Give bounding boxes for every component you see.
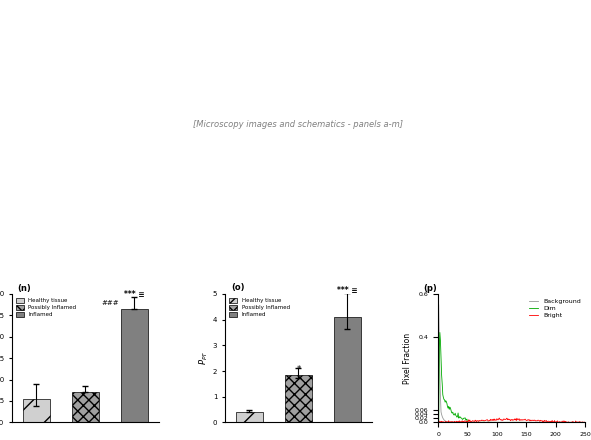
Y-axis label: $P_{PT}$: $P_{PT}$ <box>197 351 210 366</box>
Bright <box>576 419 583 424</box>
Bright <box>496 415 503 421</box>
Background <box>496 420 503 425</box>
Dim <box>434 420 441 425</box>
Y-axis label: Pixel Fraction: Pixel Fraction <box>403 333 412 384</box>
Bar <box>72 392 99 422</box>
Line: Bright: Bright <box>438 418 584 422</box>
Legend: Background, Dim, Bright: Background, Dim, Bright <box>527 297 582 319</box>
Text: *** ≡: *** ≡ <box>337 286 358 295</box>
Background <box>494 420 501 425</box>
Background <box>581 420 588 425</box>
Bright <box>521 417 528 422</box>
Text: *: * <box>296 365 301 374</box>
Bar <box>23 399 50 422</box>
Text: ###: ### <box>101 300 119 306</box>
Bright <box>434 420 441 425</box>
Bar <box>334 317 361 422</box>
Background <box>576 420 583 425</box>
Text: (n): (n) <box>18 283 31 293</box>
Bright <box>494 417 501 422</box>
Bar <box>285 375 312 422</box>
Text: *** ≡: *** ≡ <box>124 290 145 299</box>
Bright <box>537 418 544 423</box>
Text: [Microscopy images and schematics - panels a-m]: [Microscopy images and schematics - pane… <box>193 120 404 129</box>
Background <box>459 420 466 425</box>
Background <box>435 302 442 307</box>
Dim <box>520 420 527 425</box>
Bright <box>496 417 504 422</box>
Line: Background: Background <box>438 304 584 422</box>
Bright <box>581 419 588 425</box>
Bar <box>121 309 148 422</box>
Dim <box>496 420 503 425</box>
Bright <box>459 420 466 425</box>
Bright <box>435 420 442 425</box>
Line: Dim: Dim <box>438 333 584 422</box>
Dim <box>536 420 543 425</box>
Background <box>536 420 543 425</box>
Legend: Healthy tissue, Possibly Inflamed, Inflamed: Healthy tissue, Possibly Inflamed, Infla… <box>228 297 291 319</box>
Text: (p): (p) <box>423 284 437 293</box>
Text: (o): (o) <box>231 283 244 292</box>
Background <box>434 420 441 425</box>
Dim <box>581 420 588 425</box>
Bar <box>236 411 263 422</box>
Dim <box>436 330 443 335</box>
Dim <box>576 420 583 425</box>
Background <box>520 420 527 425</box>
Legend: Healthy tissue, Possibly Inflamed, Inflamed: Healthy tissue, Possibly Inflamed, Infla… <box>15 297 78 319</box>
Dim <box>494 420 501 425</box>
Dim <box>459 417 466 422</box>
